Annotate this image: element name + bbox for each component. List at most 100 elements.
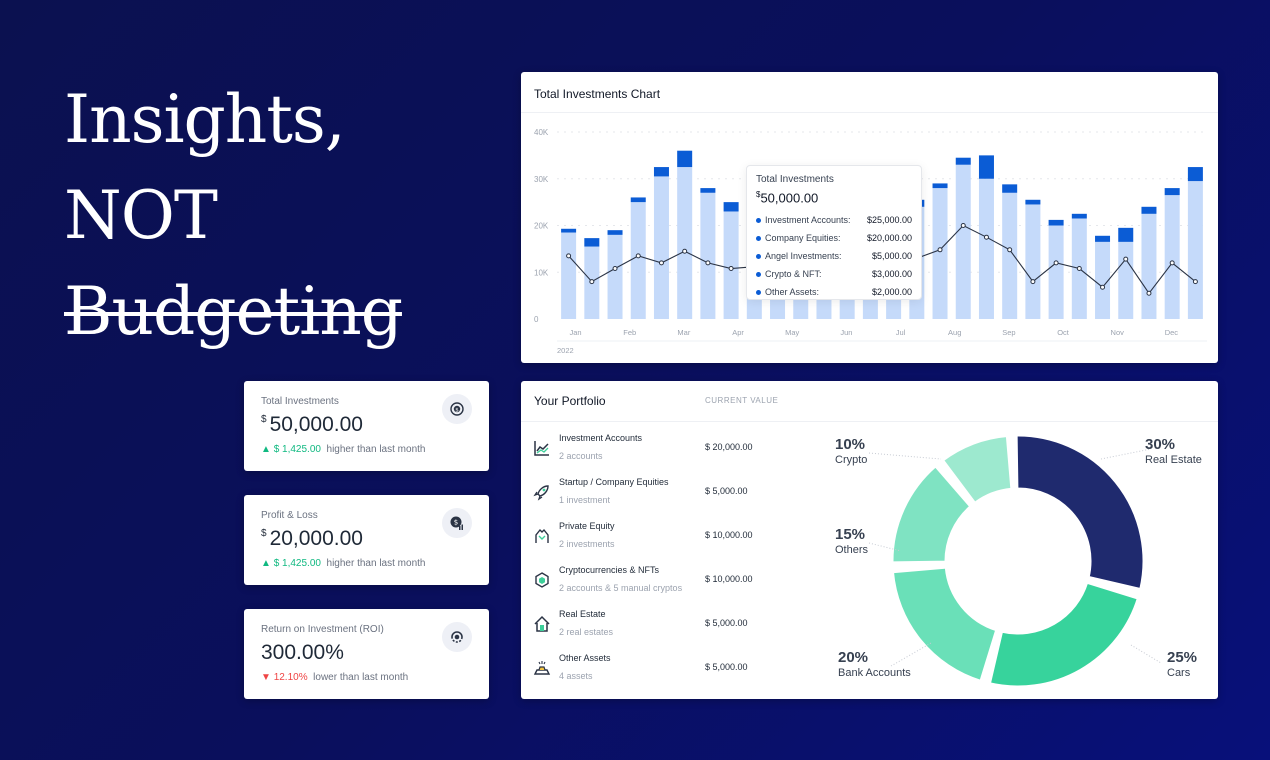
trend-point bbox=[589, 279, 595, 285]
bar-segment bbox=[1164, 195, 1180, 319]
stat-card-profit-loss[interactable]: Profit & Loss $20,000.00 ▲ $ 1,425.00 hi… bbox=[244, 495, 489, 585]
bar-segment-top bbox=[955, 157, 971, 165]
donut-segment[interactable] bbox=[890, 464, 973, 565]
donut-segment[interactable] bbox=[1014, 433, 1146, 592]
bar-segment-top bbox=[978, 155, 994, 179]
svg-text:$: $ bbox=[454, 519, 458, 527]
tooltip-title: Total Investments bbox=[756, 174, 834, 185]
y-tick-label: 30K bbox=[534, 175, 549, 184]
bar-segment bbox=[1095, 241, 1111, 319]
portfolio-row-real-estate[interactable]: Real Estate 2 real estates $ 5,000.00 bbox=[521, 604, 821, 648]
current-value-column-header: CURRENT VALUE bbox=[705, 396, 779, 405]
bar-segment-top bbox=[1095, 235, 1111, 242]
dollar-cycle-icon: $ bbox=[442, 394, 472, 424]
chart-tooltip: Total Investments $50,000.00 Investment … bbox=[746, 165, 922, 300]
legend-dot-icon bbox=[756, 217, 761, 223]
trend-point bbox=[1192, 279, 1198, 285]
handshake-icon bbox=[533, 527, 551, 545]
bar-segment-top bbox=[1048, 219, 1064, 226]
portfolio-item-value: $ 5,000.00 bbox=[705, 486, 748, 496]
stat-change: ▼ 12.10% lower than last month bbox=[261, 672, 409, 683]
rocket-icon bbox=[533, 483, 551, 501]
stat-card-total-investments[interactable]: Total Investments $50,000.00 ▲ $ 1,425.0… bbox=[244, 381, 489, 471]
trend-point bbox=[1100, 284, 1106, 290]
gold-bars-icon bbox=[533, 659, 551, 677]
stat-label: Profit & Loss bbox=[261, 510, 318, 521]
bar-segment bbox=[723, 211, 739, 319]
portfolio-item-value: $ 20,000.00 bbox=[705, 442, 753, 452]
portfolio-row-investment-accounts[interactable]: Investment Accounts 2 accounts $ 20,000.… bbox=[521, 428, 821, 472]
y-tick-label: 0 bbox=[534, 315, 539, 324]
portfolio-donut-chart[interactable] bbox=[521, 381, 1218, 699]
bar-segment-top bbox=[584, 238, 600, 247]
bar-segment-top bbox=[1025, 199, 1041, 205]
roi-icon bbox=[442, 622, 472, 652]
bar-segment bbox=[1187, 181, 1203, 319]
bar-segment bbox=[932, 188, 948, 319]
bar-segment-top bbox=[607, 230, 623, 235]
portfolio-item-sub: 2 investments bbox=[559, 539, 615, 549]
portfolio-title: Your Portfolio bbox=[534, 394, 606, 408]
bar-segment bbox=[1025, 204, 1041, 319]
leader-line bbox=[868, 542, 902, 552]
year-label: 2022 bbox=[557, 346, 574, 355]
bar-segment bbox=[561, 232, 577, 319]
portfolio-item-sub: 2 real estates bbox=[559, 627, 614, 637]
tooltip-total: $50,000.00 bbox=[756, 190, 819, 206]
donut-label-real-estate: 30% Real Estate bbox=[1145, 436, 1202, 466]
donut-label-cars: 25% Cars bbox=[1167, 649, 1198, 679]
bar-segment-top bbox=[561, 228, 577, 233]
svg-text:$: $ bbox=[455, 407, 459, 413]
bar-segment bbox=[607, 234, 623, 319]
stat-label: Total Investments bbox=[261, 396, 339, 407]
x-tick-label: Nov bbox=[1111, 328, 1125, 337]
x-tick-label: Sep bbox=[1002, 328, 1015, 337]
portfolio-item-value: $ 5,000.00 bbox=[705, 618, 748, 628]
trend-point bbox=[960, 223, 966, 228]
donut-segment[interactable] bbox=[890, 565, 999, 683]
bar-segment bbox=[653, 176, 669, 319]
leader-line bbox=[1100, 448, 1152, 460]
y-tick-label: 20K bbox=[534, 222, 549, 231]
donut-label-crypto: 10% Crypto bbox=[835, 436, 868, 466]
tooltip-row: Crypto & NFT: $3,000.00 bbox=[756, 265, 912, 283]
trend-point bbox=[728, 266, 734, 272]
hero-line-not: NOT bbox=[64, 177, 218, 254]
donut-segment[interactable] bbox=[940, 433, 1014, 505]
portfolio-item-sub: 2 accounts & 5 manual cryptos bbox=[559, 583, 683, 593]
trend-point bbox=[635, 253, 641, 259]
y-tick-label: 40K bbox=[534, 128, 549, 137]
trend-point bbox=[1007, 247, 1013, 253]
donut-segment[interactable] bbox=[987, 580, 1140, 689]
trend-point bbox=[1053, 260, 1059, 266]
tooltip-row: Company Equities: $20,000.00 bbox=[756, 229, 912, 247]
portfolio-row-private-equity[interactable]: Private Equity 2 investments $ 10,000.00 bbox=[521, 516, 821, 560]
hero-line-budgeting: Budgeting bbox=[64, 273, 403, 350]
portfolio-row-crypto[interactable]: Cryptocurrencies & NFTs 2 accounts & 5 m… bbox=[521, 560, 821, 604]
house-icon bbox=[533, 615, 551, 633]
portfolio-item-sub: 1 investment bbox=[559, 495, 611, 505]
x-tick-label: Jun bbox=[840, 328, 852, 337]
trend-point bbox=[1169, 260, 1175, 266]
portfolio-row-startup-equities[interactable]: Startup / Company Equities 1 investment … bbox=[521, 472, 821, 516]
x-tick-label: Mar bbox=[677, 328, 690, 337]
portfolio-item-sub: 2 accounts bbox=[559, 451, 603, 461]
portfolio-row-other-assets[interactable]: Other Assets 4 assets $ 5,000.00 bbox=[521, 648, 821, 692]
portfolio-item-name: Other Assets bbox=[559, 653, 611, 663]
x-tick-label: Jan bbox=[569, 328, 581, 337]
bar-segment-top bbox=[932, 183, 948, 189]
bar-segment bbox=[677, 167, 693, 319]
legend-dot-icon bbox=[756, 253, 761, 259]
bar-segment-top bbox=[1187, 167, 1203, 182]
hero-line-insights: Insights, bbox=[64, 81, 346, 158]
x-tick-label: Oct bbox=[1057, 328, 1070, 337]
bar-segment-top bbox=[630, 197, 646, 203]
y-tick-label: 10K bbox=[534, 268, 549, 277]
tooltip-row: Investment Accounts: $25,000.00 bbox=[756, 211, 912, 229]
stat-card-roi[interactable]: Return on Investment (ROI) 300.00% ▼ 12.… bbox=[244, 609, 489, 699]
bar-segment-top bbox=[723, 202, 739, 212]
trend-point bbox=[1123, 256, 1129, 262]
line-chart-icon bbox=[533, 439, 551, 457]
bar-segment bbox=[1002, 192, 1018, 319]
dollar-chart-icon: $ bbox=[442, 508, 472, 538]
